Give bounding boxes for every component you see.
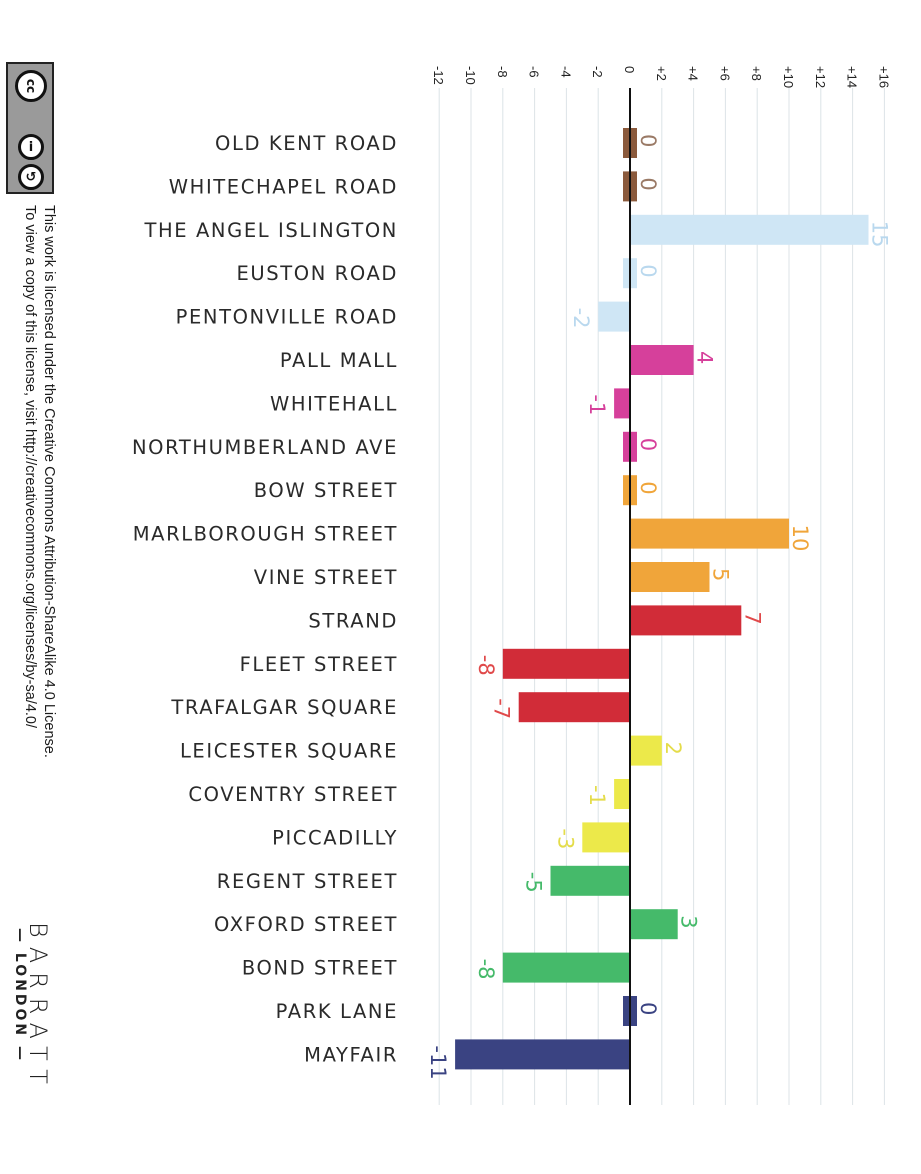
bar: [630, 518, 789, 549]
bar: [518, 692, 630, 723]
attribution-icon: i: [18, 134, 44, 160]
category-label: OXFORD STREET: [214, 913, 398, 936]
cc-logo-text: cc: [24, 78, 38, 94]
tick-label: +4: [686, 66, 701, 81]
tick-label: +16: [876, 66, 891, 88]
value-label: -8: [474, 959, 498, 980]
tick-label: -10: [463, 66, 478, 85]
category-label: PICCADILLY: [272, 826, 398, 849]
tick-label: +2: [654, 66, 669, 81]
value-label: 4: [693, 351, 717, 364]
tick-label: +8: [749, 66, 764, 81]
value-label: -7: [490, 698, 514, 719]
license-notice: This work is licensed under the Creative…: [20, 205, 58, 758]
brand-subtitle: — LONDON —: [12, 928, 28, 1064]
bar: [502, 648, 630, 679]
bar: [614, 388, 630, 419]
value-label: 2: [661, 742, 685, 755]
value-label: 0: [636, 438, 660, 451]
category-label: LEICESTER SQUARE: [180, 740, 398, 763]
tick-label: +6: [717, 66, 732, 81]
bar: [455, 1039, 630, 1070]
value-label: 15: [868, 221, 892, 248]
value-label: -5: [522, 872, 546, 893]
category-label: BOND STREET: [242, 957, 398, 980]
category-label: FLEET STREET: [240, 653, 398, 676]
value-label: 0: [636, 1002, 660, 1015]
value-label: 0: [636, 177, 660, 190]
tick-label: -12: [431, 66, 446, 85]
bar: [630, 605, 742, 636]
category-label: COVENTRY STREET: [188, 783, 398, 806]
category-label: STRAND: [308, 609, 398, 632]
tick-label: -2: [590, 66, 605, 78]
value-label: 7: [740, 611, 764, 624]
bar: [582, 822, 630, 853]
category-label: NORTHUMBERLAND AVE: [132, 436, 398, 459]
license-line-1: This work is licensed under the Creative…: [41, 205, 57, 758]
category-label: OLD KENT ROAD: [215, 132, 398, 155]
value-label: 0: [636, 264, 660, 277]
category-label: THE ANGEL ISLINGTON: [143, 219, 398, 242]
category-label: EUSTON ROAD: [236, 262, 398, 285]
value-label: -1: [585, 785, 609, 806]
category-label: VINE STREET: [254, 566, 398, 589]
bar: [630, 909, 678, 940]
category-label: WHITECHAPEL ROAD: [169, 175, 398, 198]
bar: [614, 779, 630, 809]
tick-label: -4: [558, 66, 573, 78]
category-label: PARK LANE: [276, 1000, 398, 1023]
tick-label: 0: [622, 66, 637, 73]
tick-label: +10: [781, 66, 796, 88]
category-label: REGENT STREET: [217, 870, 398, 893]
value-label: -1: [585, 394, 609, 415]
category-label: MARLBOROUGH STREET: [133, 523, 398, 546]
brand-name: BARRATT: [24, 922, 52, 1093]
tick-label: +12: [813, 66, 828, 88]
value-label: 0: [636, 134, 660, 147]
tick-label: +14: [845, 66, 860, 88]
license-line-2: To view a copy of this license, visit ht…: [22, 205, 38, 729]
value-label: 10: [788, 525, 812, 552]
category-label: BOW STREET: [254, 479, 398, 502]
value-label: 5: [709, 568, 733, 581]
tick-label: -6: [527, 66, 542, 78]
bar: [550, 865, 630, 896]
cc-license-badge[interactable]: cc i ↺: [6, 62, 54, 194]
value-label: -8: [474, 655, 498, 676]
value-label: -11: [426, 1045, 450, 1079]
bar: [630, 735, 662, 766]
value-label: 0: [636, 481, 660, 494]
category-label: TRAFALGAR SQUARE: [170, 696, 398, 719]
share-alike-icon: ↺: [18, 164, 44, 190]
tick-label: -8: [495, 66, 510, 78]
category-label: PALL MALL: [280, 349, 398, 372]
category-label: WHITEHALL: [270, 392, 398, 415]
value-label: 3: [677, 915, 701, 928]
bar: [630, 562, 710, 592]
value-label: -2: [569, 308, 593, 329]
category-label: MAYFAIR: [304, 1043, 398, 1066]
bar: [630, 214, 869, 245]
bar: [502, 952, 630, 983]
cc-logo-icon: cc: [15, 70, 47, 102]
category-label: PENTONVILLE ROAD: [176, 306, 398, 329]
value-label: -3: [553, 828, 577, 849]
bar: [598, 301, 630, 332]
bar: [630, 345, 694, 375]
